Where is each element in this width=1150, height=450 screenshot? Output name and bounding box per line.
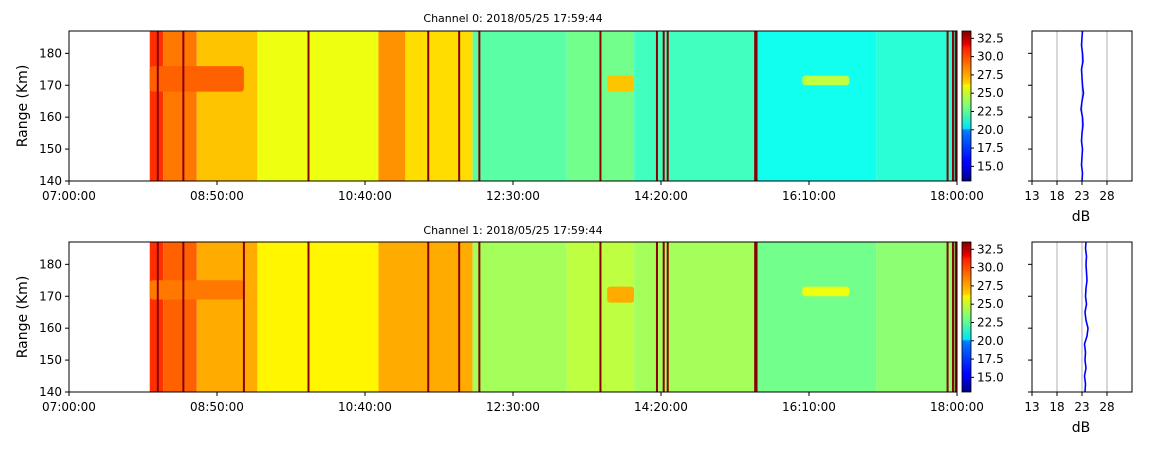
colorbar <box>961 30 972 182</box>
colorbar-tick-label: 27.5 <box>977 68 1004 82</box>
profile-series-line <box>1083 241 1089 393</box>
x-tick-label: 14:20:00 <box>634 400 688 414</box>
heatmap-segment <box>163 31 197 181</box>
heatmap-segment <box>163 242 197 392</box>
colorbar <box>961 241 972 393</box>
profile-frame <box>1031 241 1133 393</box>
colorbar-tick-label: 15.0 <box>977 159 1004 173</box>
heatmap-segment <box>378 242 473 392</box>
profile-x-tick-label: 13 <box>1024 400 1039 414</box>
x-tick-label: 12:30:00 <box>486 400 540 414</box>
heatmap-segment <box>472 31 567 181</box>
colorbar-tick-label: 20.0 <box>977 123 1004 137</box>
heatmap-segment <box>257 31 379 181</box>
x-tick-label: 08:50:00 <box>190 189 244 203</box>
y-tick-label: 180 <box>39 46 62 60</box>
x-tick-label: 14:20:00 <box>634 189 688 203</box>
heatmap-segment <box>755 31 877 181</box>
channel-0-ylabel: Range (Km) <box>15 65 31 148</box>
echo-patch <box>802 286 850 297</box>
colorbar-tick-label: 22.5 <box>977 315 1004 329</box>
colorbar-tick-label: 27.5 <box>977 279 1004 293</box>
x-tick-label: 07:00:00 <box>42 189 96 203</box>
heatmap-segment <box>876 242 957 392</box>
heatmap-segment <box>755 242 877 392</box>
y-tick-label: 170 <box>39 78 62 92</box>
profile-frame <box>1031 30 1133 182</box>
x-tick-label: 16:10:00 <box>782 400 836 414</box>
y-tick-label: 160 <box>39 110 62 124</box>
echo-patch <box>802 75 850 86</box>
heatmap-segment <box>634 242 756 392</box>
heatmap-segment <box>472 242 567 392</box>
x-tick-label: 16:10:00 <box>782 189 836 203</box>
y-tick-label: 150 <box>39 353 62 367</box>
x-tick-label: 12:30:00 <box>486 189 540 203</box>
channel-1-title: Channel 1: 2018/05/25 17:59:44 <box>423 224 602 237</box>
colorbar-tick-label: 17.5 <box>977 352 1004 366</box>
y-tick-label: 180 <box>39 257 62 271</box>
x-tick-label: 07:00:00 <box>42 400 96 414</box>
profile-x-tick-label: 28 <box>1099 400 1114 414</box>
channel-1-ylabel: Range (Km) <box>15 276 31 359</box>
colorbar-tick-label: 20.0 <box>977 334 1004 348</box>
profile-series-line <box>1080 30 1085 182</box>
colorbar-tick-label: 30.0 <box>977 50 1004 64</box>
echo-patch <box>149 280 244 300</box>
profile-x-tick-label: 23 <box>1074 189 1089 203</box>
heatmap-segment <box>196 242 258 392</box>
profile-x-tick-label: 28 <box>1099 189 1114 203</box>
colorbar-tick-label: 22.5 <box>977 104 1004 118</box>
x-tick-label: 08:50:00 <box>190 400 244 414</box>
heatmap-segment <box>149 242 164 392</box>
profile-x-tick-label: 18 <box>1049 400 1064 414</box>
colorbar-tick-label: 32.5 <box>977 31 1004 45</box>
profile-x-tick-label: 13 <box>1024 189 1039 203</box>
colorbar-tick-label: 17.5 <box>977 141 1004 155</box>
channel-0-panel: Channel 0: 2018/05/25 17:59:44 Range (Km… <box>15 12 1133 225</box>
y-tick-label: 160 <box>39 321 62 335</box>
profile-x-tick-label: 23 <box>1074 400 1089 414</box>
y-tick-label: 140 <box>39 174 62 188</box>
heatmap-segment <box>378 31 406 181</box>
x-tick-label: 18:00:00 <box>930 189 984 203</box>
x-tick-label: 10:40:00 <box>338 189 392 203</box>
x-tick-label: 18:00:00 <box>930 400 984 414</box>
channel-1-profile-xlabel: dB <box>1072 420 1091 436</box>
y-tick-label: 170 <box>39 289 62 303</box>
channel-0-title: Channel 0: 2018/05/25 17:59:44 <box>423 12 602 25</box>
heatmap-segment <box>149 31 164 181</box>
channel-1-panel: Channel 1: 2018/05/25 17:59:44 Range (Km… <box>15 224 1133 436</box>
colorbar-tick-label: 15.0 <box>977 370 1004 384</box>
heatmap-segment <box>196 31 258 181</box>
echo-patch <box>149 66 244 92</box>
echo-patch <box>607 286 635 303</box>
y-tick-label: 150 <box>39 142 62 156</box>
heatmap-segment <box>634 31 756 181</box>
profile-x-tick-label: 18 <box>1049 189 1064 203</box>
y-tick-label: 140 <box>39 385 62 399</box>
colorbar-tick-label: 30.0 <box>977 261 1004 275</box>
heatmap-segment <box>257 242 379 392</box>
heatmap-segment <box>876 31 957 181</box>
channel-0-profile-xlabel: dB <box>1072 209 1091 225</box>
colorbar-tick-label: 32.5 <box>977 242 1004 256</box>
x-tick-label: 10:40:00 <box>338 400 392 414</box>
colorbar-tick-label: 25.0 <box>977 297 1004 311</box>
heatmap-segment <box>405 31 473 181</box>
colorbar-tick-label: 25.0 <box>977 86 1004 100</box>
echo-patch <box>607 75 635 92</box>
